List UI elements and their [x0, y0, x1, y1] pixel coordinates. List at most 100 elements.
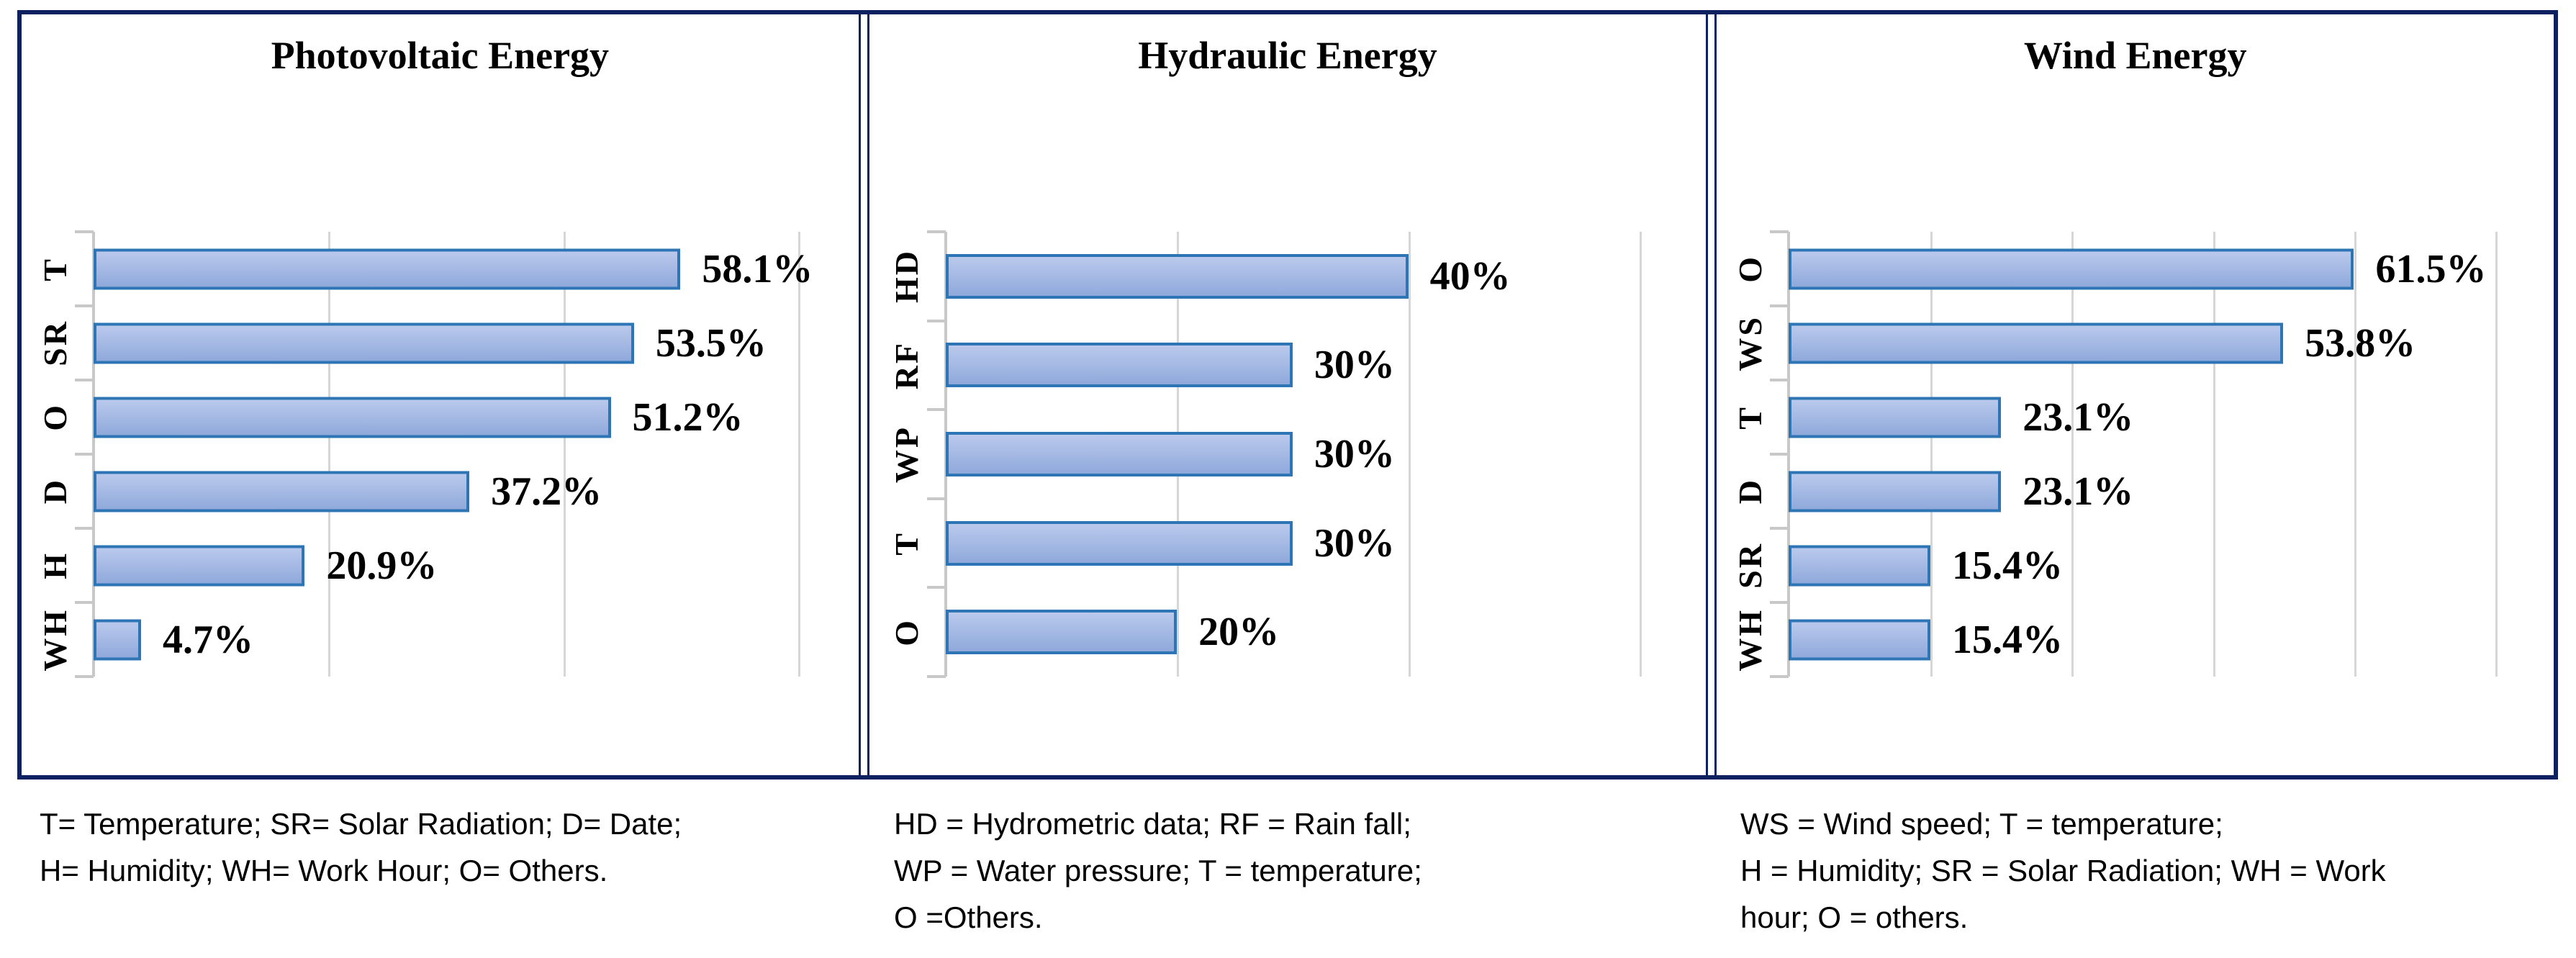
panel-hydraulic: Hydraulic Energy HD 40% RF 30% WP 30% T 30% O 20% [869, 14, 1707, 775]
caption-line: WP = Water pressure; T = temperature; [894, 854, 1422, 887]
category-label: O [1717, 232, 1783, 306]
axis-tick [926, 408, 946, 412]
bar-row: WH 15.4% [1732, 602, 2545, 677]
gridline [2071, 232, 2074, 677]
category-label-text: WH [1731, 607, 1768, 672]
caption-wind: WS = Wind speed; T = temperature; H = Hu… [1740, 800, 2386, 941]
bar-value-label: 53.5% [655, 320, 767, 366]
panel-divider [1706, 14, 1717, 775]
axis-tick [75, 304, 94, 307]
axis-tick [1770, 527, 1789, 530]
bar-value-label: 53.8% [2305, 320, 2416, 366]
category-label-text: D [1731, 478, 1768, 505]
category-label-text: SR [36, 320, 73, 366]
bar [945, 343, 1293, 388]
bar [1789, 248, 2354, 289]
category-label-text: D [36, 478, 73, 505]
gridline [2213, 232, 2215, 677]
bar-value-label: 23.1% [2023, 469, 2134, 514]
caption-line: H = Humidity; SR = Solar Radiation; WH =… [1740, 854, 2386, 887]
bar-row: O 20% [888, 587, 1675, 677]
bar-value-label: 20.9% [326, 543, 438, 588]
y-axis-line [1787, 232, 1791, 677]
axis-tick [1770, 230, 1789, 233]
plot-1: HD 40% RF 30% WP 30% T 30% O 20% [888, 230, 1675, 678]
bar [945, 610, 1178, 655]
axis-tick [75, 527, 94, 530]
axis-tick [1770, 601, 1789, 604]
gridline [563, 232, 566, 677]
category-label-text: WH [36, 607, 73, 672]
axis-tick [926, 319, 946, 322]
bar [1789, 397, 2002, 438]
bar-row: HD 40% [888, 232, 1675, 321]
caption-line: H= Humidity; WH= Work Hour; O= Others. [40, 854, 608, 887]
panel-title-wind: Wind Energy [2023, 34, 2247, 77]
bar [1789, 545, 1930, 586]
gridline [2495, 232, 2498, 677]
bar-value-label: 30% [1314, 520, 1395, 566]
axis-tick [926, 497, 946, 500]
panel-title-photovoltaic: Photovoltaic Energy [271, 34, 610, 77]
caption-line: T= Temperature; SR= Solar Radiation; D= … [40, 807, 682, 841]
bar-row: WH 4.7% [37, 602, 824, 677]
category-label-text: O [888, 618, 926, 646]
category-label: T [874, 499, 940, 588]
category-label-text: O [1731, 255, 1768, 283]
caption-hydraulic: HD = Hydrometric data; RF = Rain fall; W… [894, 800, 1422, 941]
bar-value-label: 15.4% [1951, 617, 2063, 662]
axis-tick [1770, 379, 1789, 381]
bar-value-label: 23.1% [2023, 394, 2134, 440]
bar-row: O 51.2% [37, 380, 824, 454]
panel-divider [858, 14, 869, 775]
bar [1789, 619, 1930, 660]
axis-tick [75, 601, 94, 604]
bar-row: WP 30% [888, 410, 1675, 499]
axis-tick [1770, 453, 1789, 456]
bar-value-label: 4.7% [162, 617, 253, 662]
category-label: SR [1717, 528, 1783, 602]
axis-tick [75, 230, 94, 233]
bar-row: RF 30% [888, 321, 1675, 410]
bar-value-label: 30% [1314, 343, 1395, 388]
gridline [1640, 232, 1642, 677]
category-label-text: RF [888, 340, 926, 390]
category-label: WS [1717, 306, 1783, 380]
category-label: T [22, 232, 88, 306]
bar [1789, 471, 2002, 512]
category-label: H [22, 528, 88, 602]
bar [945, 431, 1293, 476]
gridline [2354, 232, 2356, 677]
category-label-text: T [1731, 405, 1768, 430]
bar-value-label: 51.2% [632, 394, 744, 440]
category-label-text: WP [888, 425, 926, 484]
bar-row: H 20.9% [37, 528, 824, 602]
panel-wind: Wind Energy O 61.5% WS 53.8% T 23.1% D 23.1% SR 1… [1717, 14, 2554, 775]
category-label: RF [874, 321, 940, 410]
bar [945, 253, 1409, 299]
category-label-text: HD [888, 249, 926, 304]
bar-value-label: 37.2% [491, 469, 602, 514]
caption-line: hour; O = others. [1740, 900, 1969, 934]
category-label-text: O [36, 403, 73, 431]
category-label: WH [1717, 602, 1783, 677]
axis-tick [926, 586, 946, 589]
axis-tick [75, 453, 94, 456]
category-label: O [874, 587, 940, 677]
category-label: O [22, 380, 88, 454]
category-label: WP [874, 410, 940, 499]
bar [94, 471, 470, 512]
gridline [1930, 232, 1933, 677]
axis-tick [75, 675, 94, 678]
axis-tick [75, 379, 94, 381]
category-label-text: T [36, 256, 73, 281]
bar-row: O 61.5% [1732, 232, 2545, 306]
gridline [798, 232, 801, 677]
bar [945, 520, 1293, 566]
category-label-text: H [36, 551, 73, 579]
bar-row: D 37.2% [37, 454, 824, 528]
gridline [1408, 232, 1411, 677]
category-label: SR [22, 306, 88, 380]
caption-line: WS = Wind speed; T = temperature; [1740, 807, 2223, 841]
